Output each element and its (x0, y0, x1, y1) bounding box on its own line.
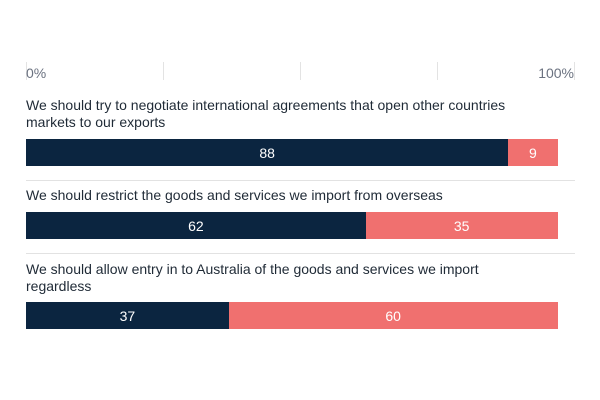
axis-tick-min: 0% (26, 65, 47, 81)
row-separator-1 (26, 253, 575, 254)
row-label-1: We should restrict the goods and service… (26, 187, 443, 203)
bar-disagree-1: 35 (365, 212, 558, 239)
bar-value-agree-1: 62 (188, 217, 204, 234)
row-label-2: We should allow entry in to Australia of… (26, 261, 479, 294)
bar-disagree-0: 9 (508, 139, 558, 166)
grid-line-25 (163, 62, 164, 80)
row-label-0: We should try to negotiate international… (26, 97, 506, 130)
bar-agree-0: 88 (26, 139, 509, 166)
grid-line-0 (26, 62, 27, 80)
bar-agree-2: 37 (26, 302, 229, 329)
bar-agree-1: 62 (26, 212, 366, 239)
grid-line-100 (574, 62, 575, 80)
row-separator-0 (26, 180, 575, 181)
bar-value-disagree-1: 35 (453, 217, 470, 234)
bar-value-agree-0: 88 (259, 144, 275, 161)
axis-tick-max: 100% (538, 65, 574, 81)
grid-line-75 (437, 62, 438, 80)
bar-value-agree-2: 37 (119, 307, 136, 324)
bar-value-disagree-0: 9 (528, 144, 537, 161)
grid-line-50 (300, 62, 301, 80)
bar-value-disagree-2: 60 (385, 307, 401, 324)
bar-disagree-2: 60 (228, 302, 558, 329)
